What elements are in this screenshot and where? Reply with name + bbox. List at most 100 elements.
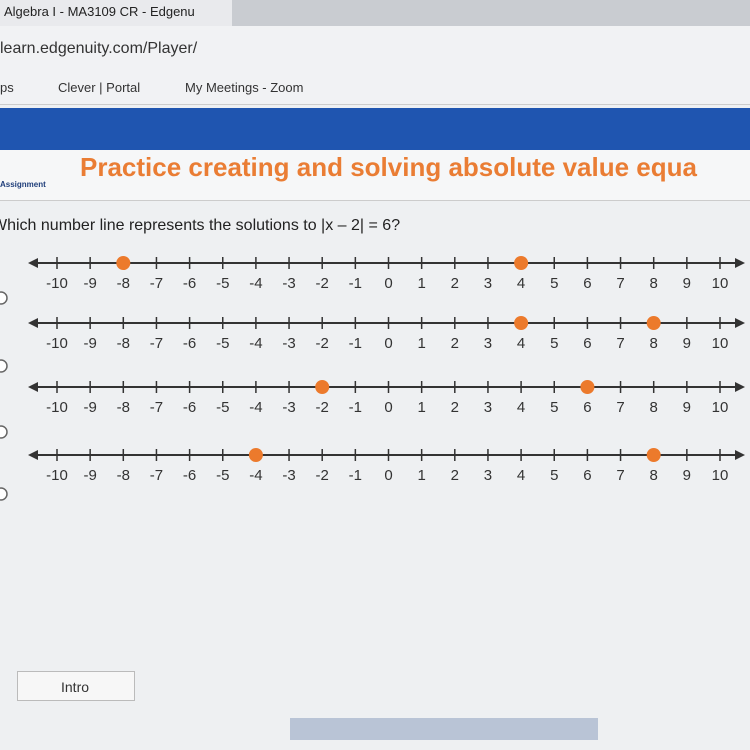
tick-label: 1 (417, 467, 425, 484)
tick-label: -6 (183, 275, 196, 292)
tick-label: 7 (616, 335, 624, 352)
tick-label: 8 (650, 275, 658, 292)
tick-label: 4 (517, 275, 525, 292)
arrow (735, 382, 745, 392)
tick-label: 3 (484, 399, 492, 416)
solution-point (580, 380, 595, 394)
tick-label: -5 (216, 399, 229, 416)
tick-label: 5 (550, 335, 558, 352)
tick-label: -2 (316, 275, 329, 292)
tick-label: -10 (46, 399, 68, 416)
solution-point (514, 316, 529, 330)
tick-label: -8 (117, 335, 130, 352)
tick-label: 2 (451, 335, 459, 352)
tick-label: -7 (150, 467, 163, 484)
tick-label: -5 (216, 275, 229, 292)
intro-label: Intro (61, 679, 90, 695)
arrow (28, 318, 38, 328)
radio[interactable] (0, 359, 8, 373)
tick-label: 2 (451, 467, 459, 484)
tick-label: -4 (249, 467, 262, 484)
radio[interactable] (0, 291, 8, 305)
tick-label: 1 (417, 399, 425, 416)
tick-label: -2 (316, 399, 329, 416)
tick-label: 9 (683, 467, 691, 484)
banner (0, 108, 750, 150)
tick-label: -8 (117, 275, 130, 292)
tick-label: 7 (616, 467, 624, 484)
question: Which number line represents the solutio… (0, 217, 401, 234)
tick-label: 5 (550, 275, 558, 292)
tick-label: 9 (683, 399, 691, 416)
tick-label: 5 (550, 467, 558, 484)
tick-label: -10 (46, 275, 68, 292)
tick-label: -6 (183, 399, 196, 416)
tick-label: -3 (282, 467, 295, 484)
radio[interactable] (0, 425, 8, 439)
tick-label: 0 (384, 275, 392, 292)
bookmarks-bar: ps Clever | Portal My Meetings - Zoom (0, 72, 750, 105)
solution-point (116, 256, 131, 270)
tick-label: -7 (150, 275, 163, 292)
bookmark[interactable]: ps (0, 80, 14, 95)
page-nav[interactable] (290, 718, 598, 740)
tick-label: -1 (349, 467, 362, 484)
tick-label: -5 (216, 467, 229, 484)
tick-label: -3 (282, 275, 295, 292)
solution-point (646, 316, 661, 330)
tick-label: -9 (83, 467, 96, 484)
tick-label: 9 (683, 275, 691, 292)
tick-label: 1 (417, 275, 425, 292)
tick-label: -1 (349, 275, 362, 292)
radio[interactable] (0, 487, 8, 501)
tick-label: 6 (583, 467, 591, 484)
tick-label: -9 (83, 275, 96, 292)
lesson-title: Practice creating and solving absolute v… (80, 152, 697, 182)
solution-point (248, 448, 263, 462)
tick-label: 8 (650, 399, 658, 416)
tick-label: -10 (46, 467, 68, 484)
bookmark[interactable]: Clever | Portal (58, 80, 141, 95)
header (0, 150, 750, 201)
address-bar[interactable]: learn.edgenuity.com/Player/ (0, 26, 750, 72)
tick-label: 8 (650, 467, 658, 484)
tick-label: -7 (150, 399, 163, 416)
tick-label: -9 (83, 399, 96, 416)
tick-label: 7 (616, 399, 624, 416)
tick-label: -2 (316, 335, 329, 352)
bookmark[interactable]: My Meetings - Zoom (185, 80, 304, 95)
arrow (28, 258, 38, 268)
tick-label: -1 (349, 335, 362, 352)
tick-label: -2 (316, 467, 329, 484)
tick-label: -3 (282, 399, 295, 416)
tick-label: -9 (83, 335, 96, 352)
tick-label: 6 (583, 335, 591, 352)
tick-label: 10 (712, 335, 729, 352)
tick-label: 10 (712, 467, 729, 484)
arrow (735, 318, 745, 328)
tick-label: -6 (183, 335, 196, 352)
tick-label: 4 (517, 399, 525, 416)
tick-label: 2 (451, 399, 459, 416)
tick-label: -4 (249, 335, 262, 352)
arrow (735, 258, 745, 268)
tick-label: -8 (117, 467, 130, 484)
tick-label: 8 (650, 335, 658, 352)
tick-label: 3 (484, 275, 492, 292)
tick-label: 10 (712, 399, 729, 416)
tick-label: 10 (712, 275, 729, 292)
tick-label: 9 (683, 335, 691, 352)
tick-label: -6 (183, 467, 196, 484)
browser-tab[interactable]: Algebra I - MA3109 CR - Edgenu (0, 0, 232, 26)
arrow (28, 450, 38, 460)
solution-point (514, 256, 529, 270)
badge: Assignment (0, 180, 46, 189)
intro-button[interactable]: Intro (17, 671, 135, 701)
tick-label: -4 (249, 275, 262, 292)
tick-label: -5 (216, 335, 229, 352)
tick-label: -7 (150, 335, 163, 352)
url: learn.edgenuity.com/Player/ (0, 40, 198, 57)
arrow (28, 382, 38, 392)
